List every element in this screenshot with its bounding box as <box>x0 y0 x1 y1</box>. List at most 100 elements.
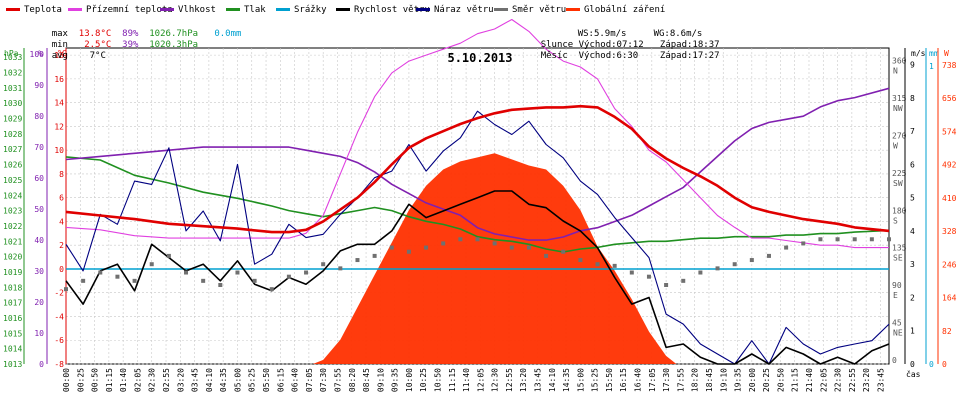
direction-tick-8: 0 <box>892 356 897 365</box>
x-tick-50: 20:50 <box>776 368 785 392</box>
x-tick-16: 06:40 <box>291 368 300 392</box>
pressure-axis-title: hPa <box>4 49 19 58</box>
direction-point <box>749 258 754 263</box>
x-tick-31: 12:55 <box>505 368 514 392</box>
direction-point <box>698 270 703 275</box>
direction-point <box>115 274 120 279</box>
stats-avg-row: avg 7°C <box>30 40 106 73</box>
pressure-tick-6: 1027 <box>3 145 22 154</box>
humidity-tick-9: 10 <box>34 329 44 338</box>
direction-point <box>544 253 549 258</box>
series-teplota <box>65 104 890 234</box>
wind-tick-8: 1 <box>910 327 915 336</box>
pressure-tick-12: 1021 <box>3 237 22 246</box>
temperature-tick-9: 0 <box>59 265 64 274</box>
series <box>64 18 891 365</box>
stats-min-hum: 39% <box>122 40 139 50</box>
legend-label-7: Směr větru <box>512 5 566 15</box>
x-tick-19: 07:55 <box>333 368 342 392</box>
direction-point <box>338 266 343 271</box>
humidity-tick-0: 100 <box>30 50 45 59</box>
x-tick-3: 01:15 <box>105 368 114 392</box>
x-tick-53: 22:05 <box>819 368 828 392</box>
stats-min-press: 1020.3hPa <box>149 40 199 50</box>
temperature-tick-7: 4 <box>59 217 64 226</box>
wind-tick-6: 3 <box>910 260 915 269</box>
wind-tick-1: 8 <box>910 94 915 103</box>
radiation-tick-3: 492 <box>942 161 957 170</box>
x-tick-12: 05:00 <box>233 368 242 392</box>
x-tick-46: 19:10 <box>719 368 728 392</box>
stats-moon-label: Měsíc <box>540 51 568 61</box>
stats-moon-set: Západ:17:27 <box>659 51 720 61</box>
x-tick-20: 08:20 <box>348 368 357 392</box>
direction-tick-name-5: SE <box>893 254 903 263</box>
pressure-tick-9: 1024 <box>3 191 22 200</box>
x-tick-56: 23:20 <box>862 368 871 392</box>
pressure-tick-20: 1013 <box>3 360 22 369</box>
x-tick-25: 10:25 <box>419 368 428 392</box>
direction-point <box>715 266 720 271</box>
x-tick-37: 15:25 <box>591 368 600 392</box>
pressure-tick-8: 1025 <box>3 176 22 185</box>
legend-label-1: Přízemní teplota <box>86 5 173 15</box>
x-tick-14: 05:50 <box>262 368 271 392</box>
pressure-tick-19: 1014 <box>3 345 22 354</box>
direction-point <box>304 270 309 275</box>
x-tick-4: 01:40 <box>119 368 128 392</box>
temperature-tick-4: 10 <box>54 146 64 155</box>
pressure-tick-3: 1030 <box>3 99 22 108</box>
pressure-tick-5: 1028 <box>3 130 22 139</box>
x-tick-5: 02:05 <box>133 368 142 392</box>
stats-ws: WS:5.9m/s <box>577 29 627 39</box>
humidity-tick-3: 70 <box>34 143 44 152</box>
rain-axis-title: mm <box>929 49 939 58</box>
x-tick-6: 02:30 <box>148 368 157 392</box>
x-tick-9: 03:45 <box>191 368 200 392</box>
pressure-tick-18: 1015 <box>3 329 22 338</box>
direction-point <box>389 245 394 250</box>
legend-swatch-7 <box>494 8 508 11</box>
temperature-tick-11: -4 <box>54 312 64 321</box>
direction-point <box>595 262 600 267</box>
stats-avg-temp: 7°C <box>89 51 106 61</box>
humidity-tick-7: 30 <box>34 267 44 276</box>
direction-tick-name-7: NE <box>893 329 903 338</box>
pressure-tick-16: 1017 <box>3 299 22 308</box>
legend-swatch-4 <box>276 8 290 11</box>
x-tick-0: 00:00 <box>62 368 71 392</box>
temperature-tick-3: 12 <box>54 122 64 131</box>
x-tick-29: 12:05 <box>476 368 485 392</box>
x-tick-15: 06:15 <box>276 368 285 392</box>
legend-label-8: Globální záření <box>584 5 665 15</box>
humidity-tick-8: 20 <box>34 298 44 307</box>
stats-sun-row: Slunce Východ:07:12 Západ:18:37 <box>519 29 720 62</box>
humidity-axis-title: % <box>38 49 43 58</box>
x-tick-55: 22:55 <box>848 368 857 392</box>
pressure-tick-0: 1033 <box>3 53 22 62</box>
direction-tick-1: 315 <box>892 94 907 103</box>
direction-point <box>218 283 223 287</box>
legend-swatch-2 <box>160 8 174 11</box>
direction-tick-name-1: NW <box>893 104 903 113</box>
temperature-tick-2: 14 <box>54 99 64 108</box>
pressure-tick-4: 1029 <box>3 115 22 124</box>
x-tick-40: 16:40 <box>634 368 643 392</box>
wind-tick-9: 0 <box>910 360 915 369</box>
x-tick-28: 11:40 <box>462 368 471 392</box>
x-tick-45: 18:45 <box>705 368 714 392</box>
x-tick-52: 21:40 <box>805 368 814 392</box>
x-tick-35: 14:35 <box>562 368 571 392</box>
direction-point <box>149 262 154 267</box>
legend-label-2: Vlhkost <box>178 5 216 15</box>
stats-max-press: 1026.7hPa <box>149 29 199 39</box>
humidity-tick-6: 40 <box>34 236 44 245</box>
x-tick-32: 13:20 <box>519 368 528 392</box>
temperature-tick-12: -6 <box>54 336 64 345</box>
direction-tick-name-3: SW <box>893 179 903 188</box>
radiation-tick-6: 246 <box>942 260 957 269</box>
rain-tick-1: 0 <box>929 360 934 369</box>
direction-tick-6: 90 <box>892 281 902 290</box>
x-tick-44: 18:20 <box>691 368 700 392</box>
direction-point <box>98 270 103 275</box>
